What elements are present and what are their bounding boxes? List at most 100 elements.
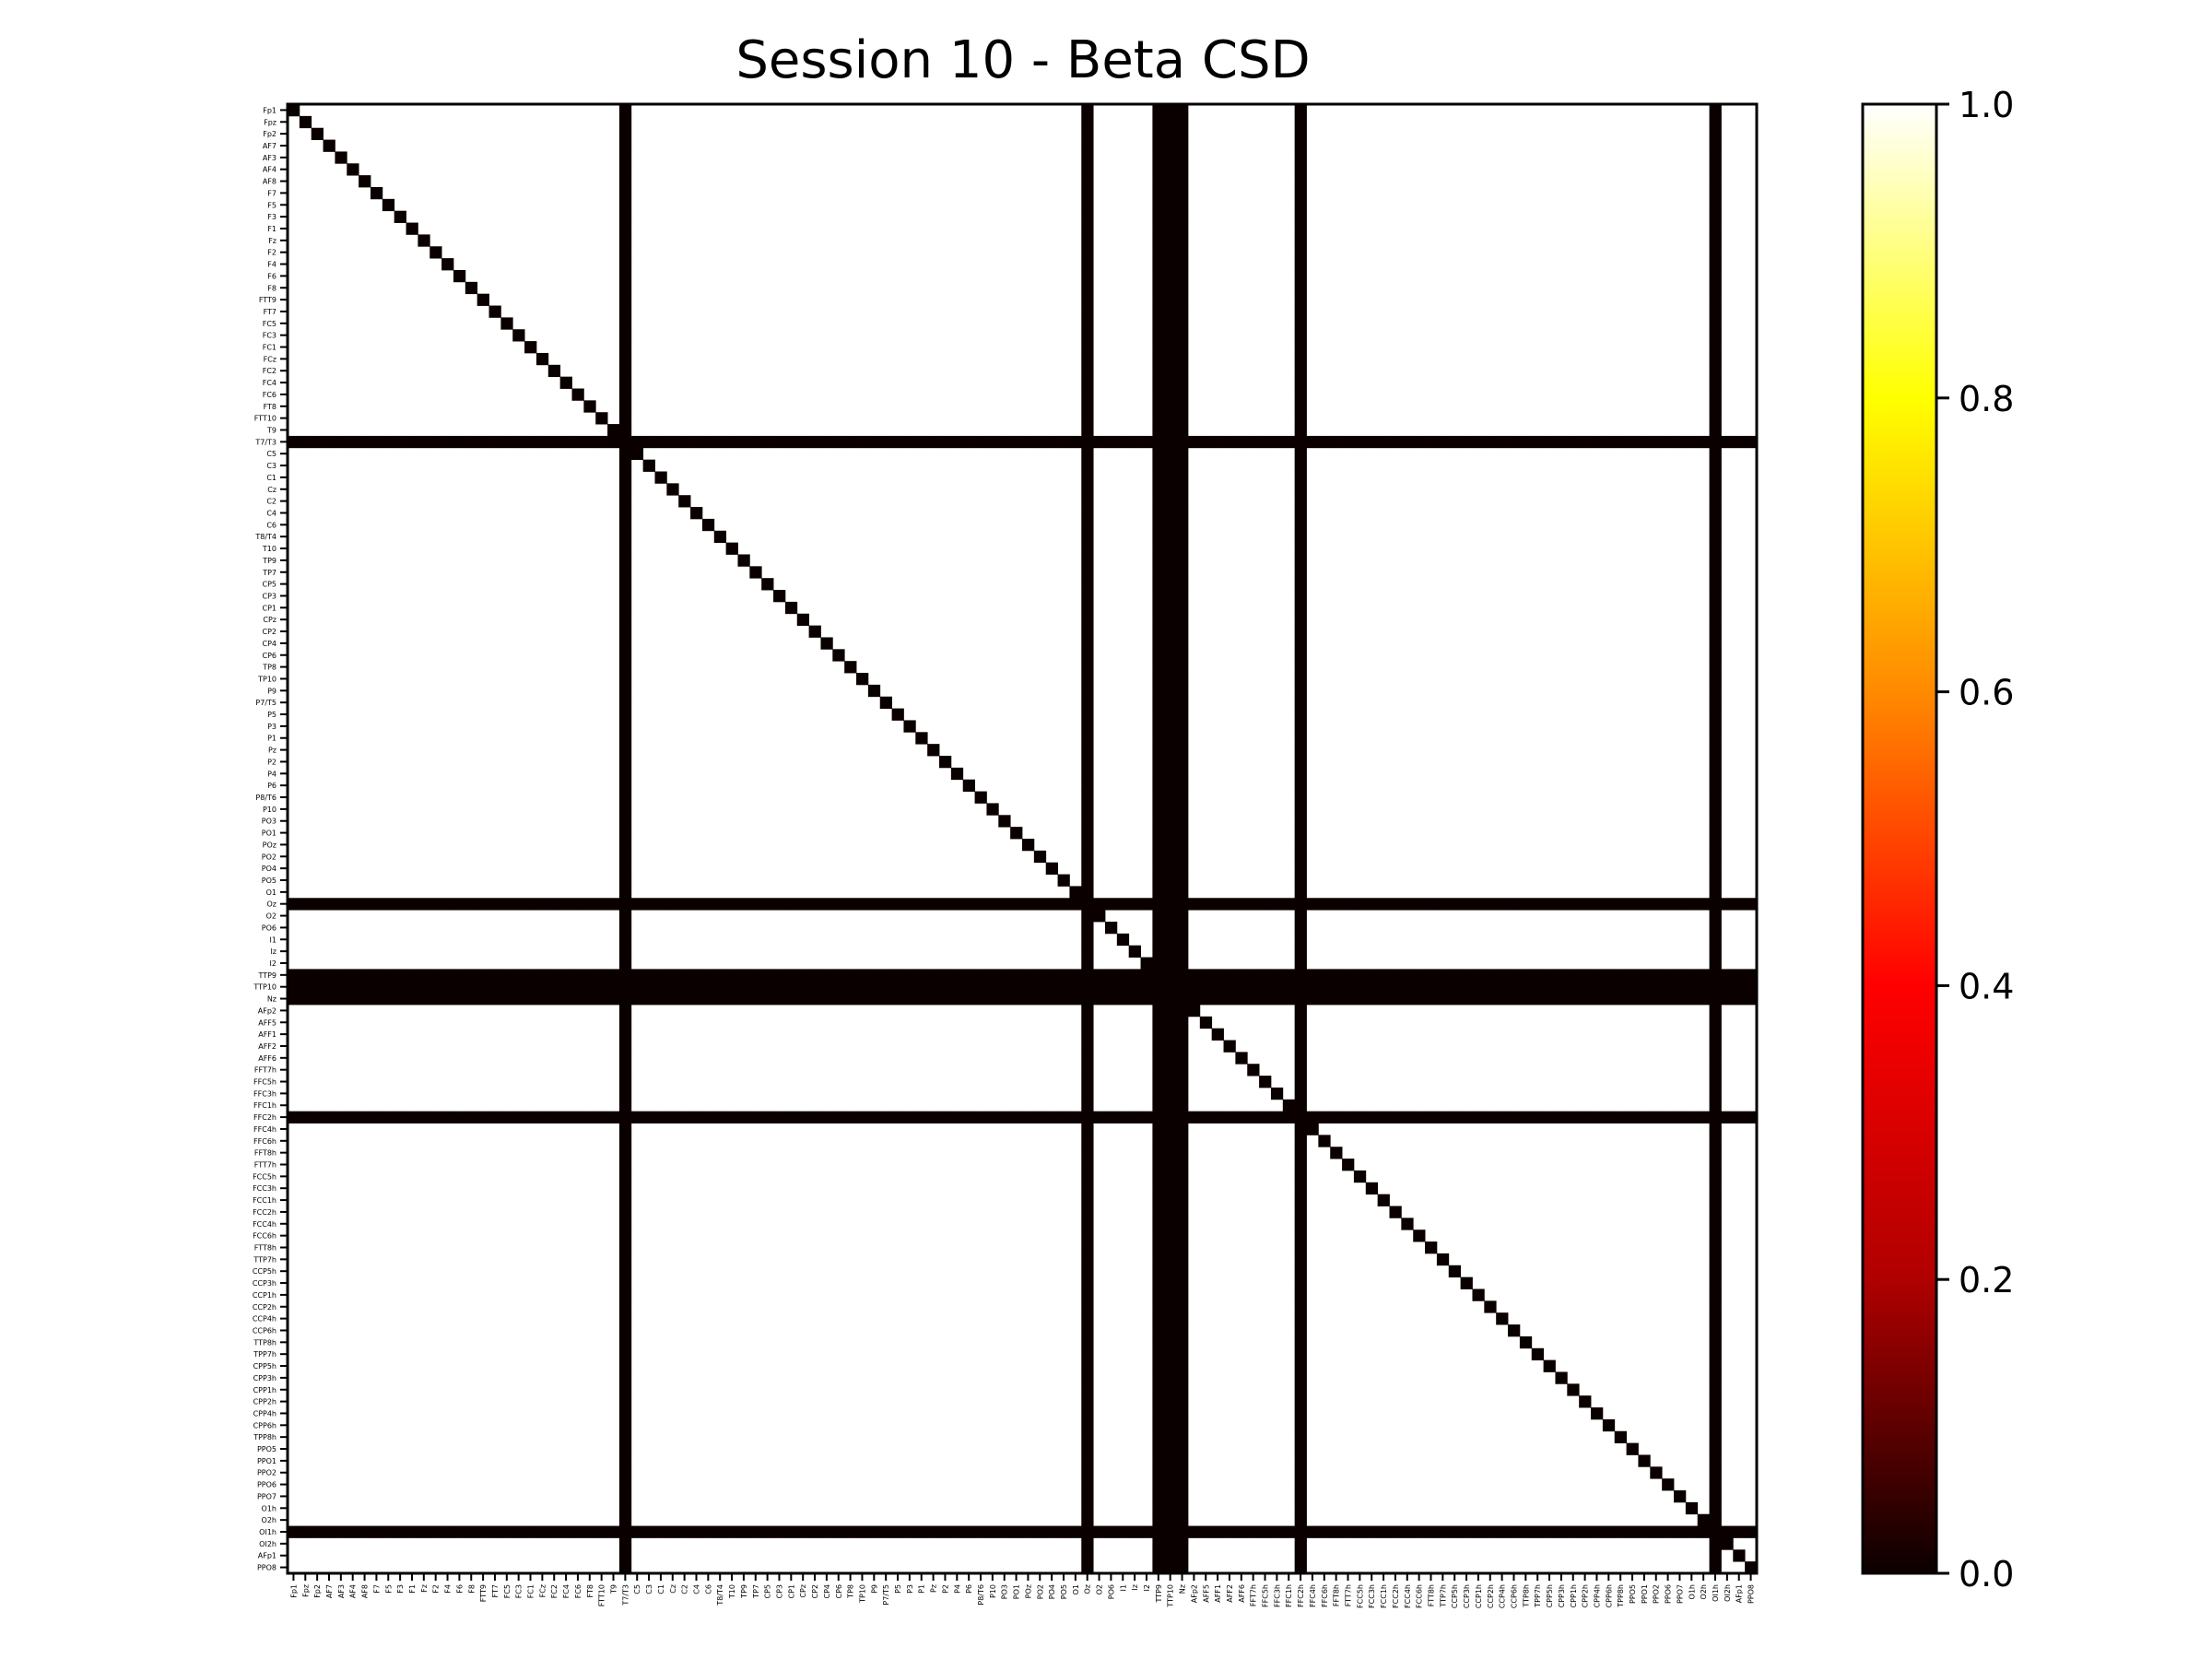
heatmap-cell (1235, 1111, 1248, 1124)
heatmap-cell (1318, 1525, 1331, 1538)
heatmap-cell (1401, 993, 1414, 1006)
heatmap-cell (1697, 1525, 1710, 1538)
heatmap-cell (939, 969, 952, 982)
heatmap-cell (1081, 1064, 1094, 1077)
heatmap-cell (784, 969, 798, 982)
heatmap-cell (1377, 993, 1390, 1006)
heatmap-cell (618, 518, 632, 532)
heatmap-cell (607, 898, 620, 911)
x-tick-label: FCC1h (1380, 1584, 1388, 1608)
heatmap-cell (1543, 993, 1556, 1006)
heatmap-cell (607, 1111, 620, 1124)
heatmap-cell (1152, 1549, 1165, 1562)
heatmap-cell (761, 578, 774, 591)
heatmap-cell (607, 969, 620, 982)
heatmap-cell (1152, 862, 1165, 875)
heatmap-cell (1176, 696, 1189, 709)
y-tick-label: F4 (267, 261, 276, 269)
heatmap-cell (1425, 435, 1438, 449)
y-tick-label: AF3 (263, 154, 276, 162)
heatmap-cell (1733, 435, 1746, 449)
heatmap-cell (1164, 886, 1177, 899)
heatmap-cell (418, 898, 430, 911)
heatmap-cell (429, 246, 442, 259)
y-tick-label: CPP6h (253, 1421, 276, 1430)
heatmap-cell (583, 1111, 596, 1124)
heatmap-cell (690, 1525, 703, 1538)
heatmap-cell (288, 1111, 300, 1124)
heatmap-cell (1152, 1454, 1165, 1467)
heatmap-cell (441, 1525, 454, 1538)
heatmap-cell (1164, 661, 1177, 674)
heatmap-cell (1709, 850, 1722, 864)
heatmap-cell (701, 993, 715, 1006)
heatmap-cell (1081, 1418, 1094, 1432)
heatmap-cell (618, 696, 632, 709)
heatmap-cell (1579, 435, 1592, 449)
heatmap-cell (1662, 435, 1675, 449)
heatmap-cell (1294, 898, 1307, 911)
heatmap-cell (1152, 163, 1165, 176)
heatmap-cell (974, 981, 987, 994)
heatmap-cell (1152, 554, 1165, 567)
heatmap-cell (1709, 981, 1722, 994)
heatmap-cell (1294, 1454, 1307, 1467)
heatmap-cell (630, 969, 644, 982)
heatmap-cell (1176, 886, 1189, 899)
heatmap-cell (618, 400, 632, 413)
heatmap-cell (1176, 175, 1189, 188)
heatmap-cell (1176, 1170, 1189, 1183)
heatmap-cell (1365, 1525, 1379, 1538)
heatmap-cell (595, 898, 608, 911)
heatmap-cell (1389, 1525, 1402, 1538)
heatmap-cell (1081, 447, 1094, 461)
heatmap-cell (974, 898, 987, 911)
heatmap-cell (1164, 1407, 1177, 1420)
y-tick-label: C4 (266, 509, 276, 517)
heatmap-cell (1294, 673, 1307, 686)
heatmap-cell (595, 435, 608, 449)
heatmap-cell (1057, 993, 1070, 1006)
heatmap-cell (1519, 1111, 1533, 1124)
heatmap-cell (1294, 1016, 1307, 1030)
heatmap-cell (844, 981, 857, 994)
x-tick-label: CP2 (811, 1584, 819, 1599)
x-tick-label: CPP1h (1570, 1584, 1578, 1607)
heatmap-cell (1721, 1537, 1734, 1550)
heatmap-cell (618, 435, 632, 449)
heatmap-cell (1176, 756, 1189, 769)
heatmap-cell (618, 720, 632, 733)
heatmap-cell (998, 1111, 1011, 1124)
heatmap-cell (1152, 649, 1165, 662)
heatmap-cell (1152, 815, 1165, 828)
heatmap-cell (1176, 1253, 1189, 1266)
heatmap-cell (1176, 850, 1189, 864)
x-tick-label: CCP6h (1510, 1584, 1518, 1608)
heatmap-cell (1709, 1383, 1722, 1396)
x-tick-label: CP6 (835, 1584, 843, 1599)
heatmap-cell (713, 435, 727, 449)
heatmap-cell (1152, 1253, 1165, 1266)
heatmap-cell (1176, 198, 1189, 212)
heatmap-cell (1294, 1430, 1307, 1443)
heatmap-cell (618, 1549, 632, 1562)
heatmap-cell (1709, 376, 1722, 389)
heatmap-cell (1638, 1525, 1651, 1538)
heatmap-cell (1425, 898, 1438, 911)
heatmap-cell (406, 993, 418, 1006)
heatmap-cell (618, 613, 632, 627)
heatmap-cell (1081, 222, 1094, 235)
heatmap-cell (1247, 1111, 1260, 1124)
heatmap-cell (1081, 910, 1094, 923)
heatmap-cell (1555, 1371, 1568, 1384)
heatmap-cell (1081, 993, 1094, 1006)
heatmap-cell (382, 435, 395, 449)
heatmap-cell (1614, 1111, 1627, 1124)
heatmap-cell (441, 258, 454, 271)
x-tick-label: FC5 (503, 1584, 512, 1598)
heatmap-cell (1045, 1111, 1058, 1124)
heatmap-cell (1709, 1064, 1722, 1077)
heatmap-cell (986, 1111, 999, 1124)
heatmap-cell (1709, 115, 1722, 129)
heatmap-cell (1164, 803, 1177, 816)
